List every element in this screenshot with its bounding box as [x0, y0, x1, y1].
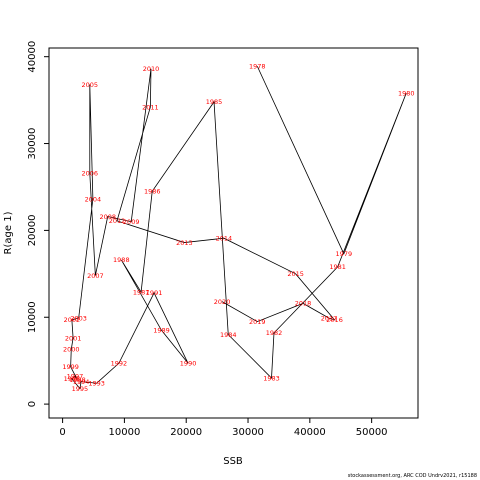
y-axis: 0 10000 20000 30000 40000 [27, 41, 49, 407]
x-tick-label: 20000 [170, 427, 202, 438]
x-tick-label: 30000 [232, 427, 264, 438]
year-label-1981: 1981 [329, 263, 346, 271]
year-label-2016: 2016 [326, 316, 343, 324]
year-label-1979: 1979 [336, 250, 353, 258]
year-label-2003: 2003 [70, 314, 87, 322]
year-label-2006: 2006 [82, 169, 99, 177]
y-tick-label: 0 [27, 401, 38, 407]
year-label-1994: 1994 [73, 378, 90, 386]
year-label-1978: 1978 [249, 63, 266, 71]
year-label-1988: 1988 [113, 256, 130, 264]
year-label-1987: 1987 [133, 288, 150, 296]
x-tick-label: 40000 [294, 427, 326, 438]
year-label-1986: 1986 [144, 188, 161, 196]
year-label-2002: 2002 [64, 316, 81, 324]
year-label-1991: 1991 [146, 289, 163, 297]
year-label-2018: 2018 [295, 300, 312, 308]
year-label-1980: 1980 [398, 89, 415, 97]
year-label-2010: 2010 [143, 65, 160, 73]
year-label-2001: 2001 [65, 334, 82, 342]
year-labels: 1978 1979 1980 1981 1982 1983 1984 1985 1986 1987… [62, 63, 414, 393]
year-label-2007: 2007 [87, 272, 104, 280]
y-tick-label: 30000 [27, 128, 38, 160]
year-label-1982: 1982 [266, 329, 283, 337]
year-label-2004: 2004 [85, 195, 102, 203]
year-label-2000: 2000 [63, 346, 80, 354]
plot-frame [48, 47, 419, 419]
y-tick-label: 10000 [27, 301, 38, 333]
year-label-1993: 1993 [88, 380, 105, 388]
x-axis: 0 10000 20000 30000 40000 50000 [59, 418, 388, 438]
year-label-1983: 1983 [263, 374, 280, 382]
year-label-2020: 2020 [214, 298, 231, 306]
year-label-1999: 1999 [62, 363, 79, 371]
year-label-2017: 2017 [321, 314, 338, 322]
year-label-1989: 1989 [153, 327, 170, 335]
year-label-2013: 2013 [176, 239, 193, 247]
x-axis-title: SSB [223, 456, 243, 467]
y-axis-title: R(age 1) [3, 211, 14, 254]
year-label-1992: 1992 [111, 360, 128, 368]
y-tick-label: 20000 [27, 214, 38, 246]
year-label-1997: 1997 [67, 373, 84, 381]
year-label-2012: 2012 [109, 217, 126, 225]
year-label-2009: 2009 [123, 218, 140, 226]
year-label-1995: 1995 [72, 385, 89, 393]
x-tick-label: 50000 [356, 427, 388, 438]
recruitment-trajectory-line [70, 66, 407, 390]
year-label-2011: 2011 [142, 103, 159, 111]
year-label-1996: 1996 [64, 375, 81, 383]
x-tick-label: 0 [59, 427, 65, 438]
footer-credit: stockassessment.org, ARC COD Undrv2021, … [347, 473, 477, 479]
year-label-2014: 2014 [216, 235, 233, 243]
year-label-2019: 2019 [249, 318, 266, 326]
year-label-1998: 1998 [69, 376, 86, 384]
year-label-2008: 2008 [99, 213, 116, 221]
year-label-1990: 1990 [180, 360, 197, 368]
x-tick-label: 10000 [109, 427, 141, 438]
year-label-2015: 2015 [287, 270, 304, 278]
y-tick-label: 40000 [27, 41, 38, 73]
year-label-2005: 2005 [82, 81, 99, 89]
year-label-1985: 1985 [206, 98, 223, 106]
year-label-1984: 1984 [220, 331, 237, 339]
